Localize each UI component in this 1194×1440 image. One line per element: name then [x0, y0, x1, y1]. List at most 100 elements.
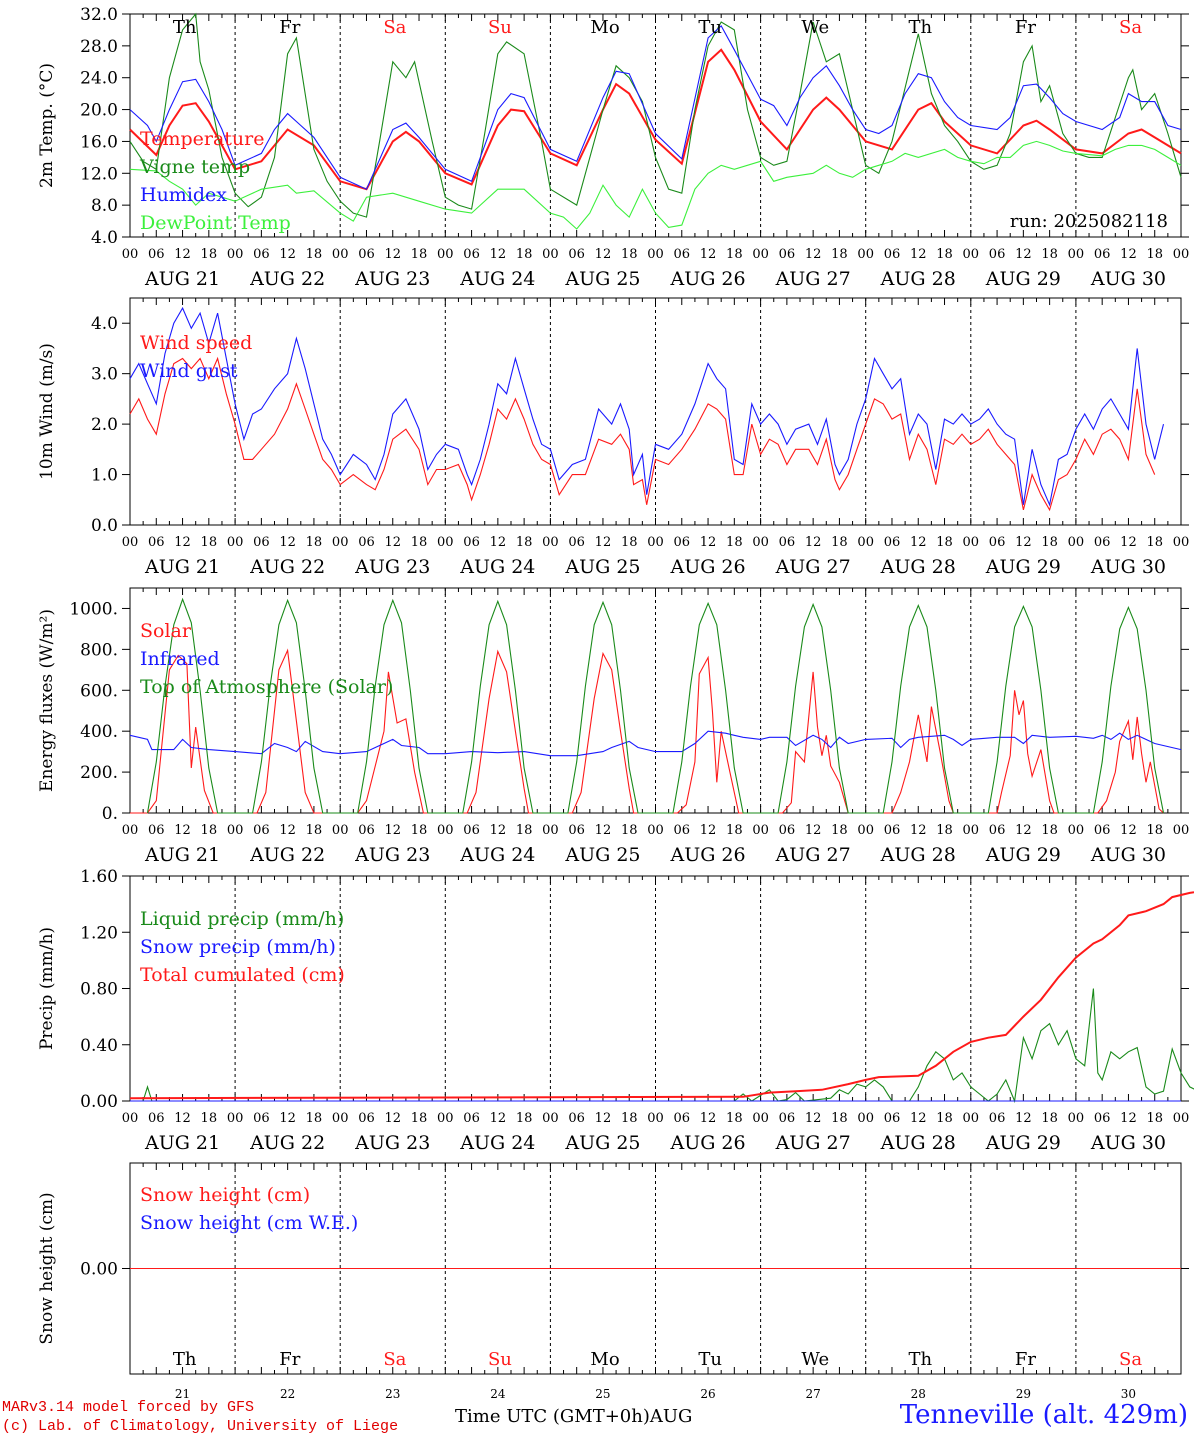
hour-tick-label: 00 — [437, 535, 454, 550]
hour-tick-label: 12 — [1015, 1111, 1032, 1126]
hour-tick-label: 00 — [332, 247, 349, 262]
date-label: AUG 21 — [144, 844, 220, 866]
hour-tick-label: 18 — [411, 1111, 428, 1126]
hour-tick-label: 12 — [805, 247, 822, 262]
y-tick-label: 400. — [80, 722, 118, 742]
hour-tick-label: 18 — [1041, 823, 1058, 838]
hour-tick-label: 12 — [384, 823, 401, 838]
date-label: AUG 26 — [669, 1132, 745, 1154]
date-label: AUG 26 — [669, 268, 745, 290]
hour-tick-label: 06 — [989, 1111, 1006, 1126]
hour-tick-label: 18 — [726, 247, 743, 262]
y-tick-label: 20.0 — [80, 101, 118, 121]
day-number-label: 30 — [1121, 1387, 1136, 1401]
hour-tick-label: 12 — [700, 1111, 717, 1126]
hour-tick-label: 06 — [358, 823, 375, 838]
date-label: AUG 24 — [459, 268, 535, 290]
hour-tick-label: 18 — [831, 535, 848, 550]
hour-tick-label: 00 — [1173, 1111, 1190, 1126]
y-tick-label: 0.0 — [91, 516, 118, 536]
legend-entry: Solar — [140, 620, 192, 642]
y-tick-label: 0.00 — [80, 1260, 118, 1280]
hour-tick-label: 18 — [621, 247, 638, 262]
date-label: AUG 29 — [985, 844, 1061, 866]
hour-tick-label: 06 — [779, 247, 796, 262]
series-line — [130, 988, 1194, 1104]
y-tick-label: 2.0 — [91, 415, 118, 435]
day-abbr-label: We — [801, 17, 829, 38]
time-axis-title: Time UTC (GMT+0h) — [455, 1406, 650, 1427]
day-abbr-label: Fr — [1015, 17, 1036, 38]
hour-tick-label: 18 — [1146, 535, 1163, 550]
hour-tick-label: 12 — [174, 535, 191, 550]
hour-tick-label: 12 — [279, 1111, 296, 1126]
hour-tick-label: 12 — [805, 1111, 822, 1126]
hour-tick-label: 00 — [122, 535, 139, 550]
hour-tick-label: 12 — [1120, 1111, 1137, 1126]
hour-tick-label: 00 — [752, 1111, 769, 1126]
hour-tick-label: 06 — [779, 1111, 796, 1126]
hour-tick-label: 12 — [174, 247, 191, 262]
hour-tick-label: 00 — [647, 823, 664, 838]
day-number-label: 28 — [911, 1387, 926, 1401]
hour-tick-label: 12 — [595, 247, 612, 262]
hour-tick-label: 06 — [779, 823, 796, 838]
hour-tick-label: 18 — [201, 247, 218, 262]
date-label: AUG 25 — [564, 556, 640, 578]
hour-tick-label: 06 — [1094, 823, 1111, 838]
hour-tick-label: 18 — [306, 823, 323, 838]
date-label: AUG 23 — [354, 556, 430, 578]
legend-entry: Liquid precip (mm/h) — [140, 908, 344, 930]
hour-tick-label: 06 — [884, 247, 901, 262]
hour-tick-label: 18 — [621, 1111, 638, 1126]
date-label: AUG 22 — [249, 556, 325, 578]
hour-tick-label: 12 — [805, 823, 822, 838]
hour-tick-label: 00 — [1068, 1111, 1085, 1126]
hour-tick-label: 18 — [516, 247, 533, 262]
hour-tick-label: 18 — [1041, 247, 1058, 262]
hour-tick-label: 18 — [621, 535, 638, 550]
date-label: AUG 23 — [354, 268, 430, 290]
hour-tick-label: 06 — [463, 535, 480, 550]
y-axis-label: 10m Wind (m/s) — [37, 343, 57, 480]
hour-tick-label: 12 — [595, 1111, 612, 1126]
hour-tick-label: 12 — [1120, 247, 1137, 262]
hour-tick-label: 06 — [358, 535, 375, 550]
hour-tick-label: 00 — [227, 535, 244, 550]
hour-tick-label: 12 — [384, 1111, 401, 1126]
day-abbr-label: Th — [173, 1349, 197, 1370]
hour-tick-label: 06 — [148, 247, 165, 262]
legend-entry: Temperature — [140, 128, 264, 150]
date-label: AUG 21 — [144, 268, 220, 290]
day-abbr-label: Th — [909, 17, 933, 38]
y-tick-label: 0.40 — [80, 1036, 118, 1056]
time-axis-month: AUG — [649, 1406, 693, 1427]
y-axis-label: Snow height (cm) — [37, 1192, 57, 1344]
hour-tick-label: 00 — [122, 247, 139, 262]
legend-entry: Snow precip (mm/h) — [140, 936, 336, 958]
hour-tick-label: 12 — [910, 535, 927, 550]
day-abbr-label: Fr — [279, 17, 300, 38]
y-tick-label: 600. — [80, 681, 118, 701]
hour-tick-label: 00 — [752, 823, 769, 838]
date-label: AUG 23 — [354, 1132, 430, 1154]
hour-tick-label: 06 — [674, 823, 691, 838]
hour-tick-label: 12 — [700, 535, 717, 550]
legend-entry: Vigne temp — [139, 156, 250, 178]
day-abbr-label: Fr — [1015, 1349, 1036, 1370]
hour-tick-label: 06 — [1094, 535, 1111, 550]
hour-tick-label: 12 — [805, 535, 822, 550]
hour-tick-label: 00 — [1068, 535, 1085, 550]
date-label: AUG 28 — [880, 1132, 956, 1154]
y-tick-label: 4.0 — [91, 314, 118, 334]
hour-tick-label: 18 — [1041, 535, 1058, 550]
hour-tick-label: 00 — [332, 823, 349, 838]
date-label: AUG 30 — [1090, 1132, 1166, 1154]
hour-tick-label: 06 — [253, 823, 270, 838]
hour-tick-label: 06 — [674, 1111, 691, 1126]
hour-tick-label: 18 — [1146, 823, 1163, 838]
hour-tick-label: 18 — [411, 247, 428, 262]
date-label: AUG 30 — [1090, 268, 1166, 290]
hour-tick-label: 12 — [384, 535, 401, 550]
y-tick-label: 800. — [80, 640, 118, 660]
